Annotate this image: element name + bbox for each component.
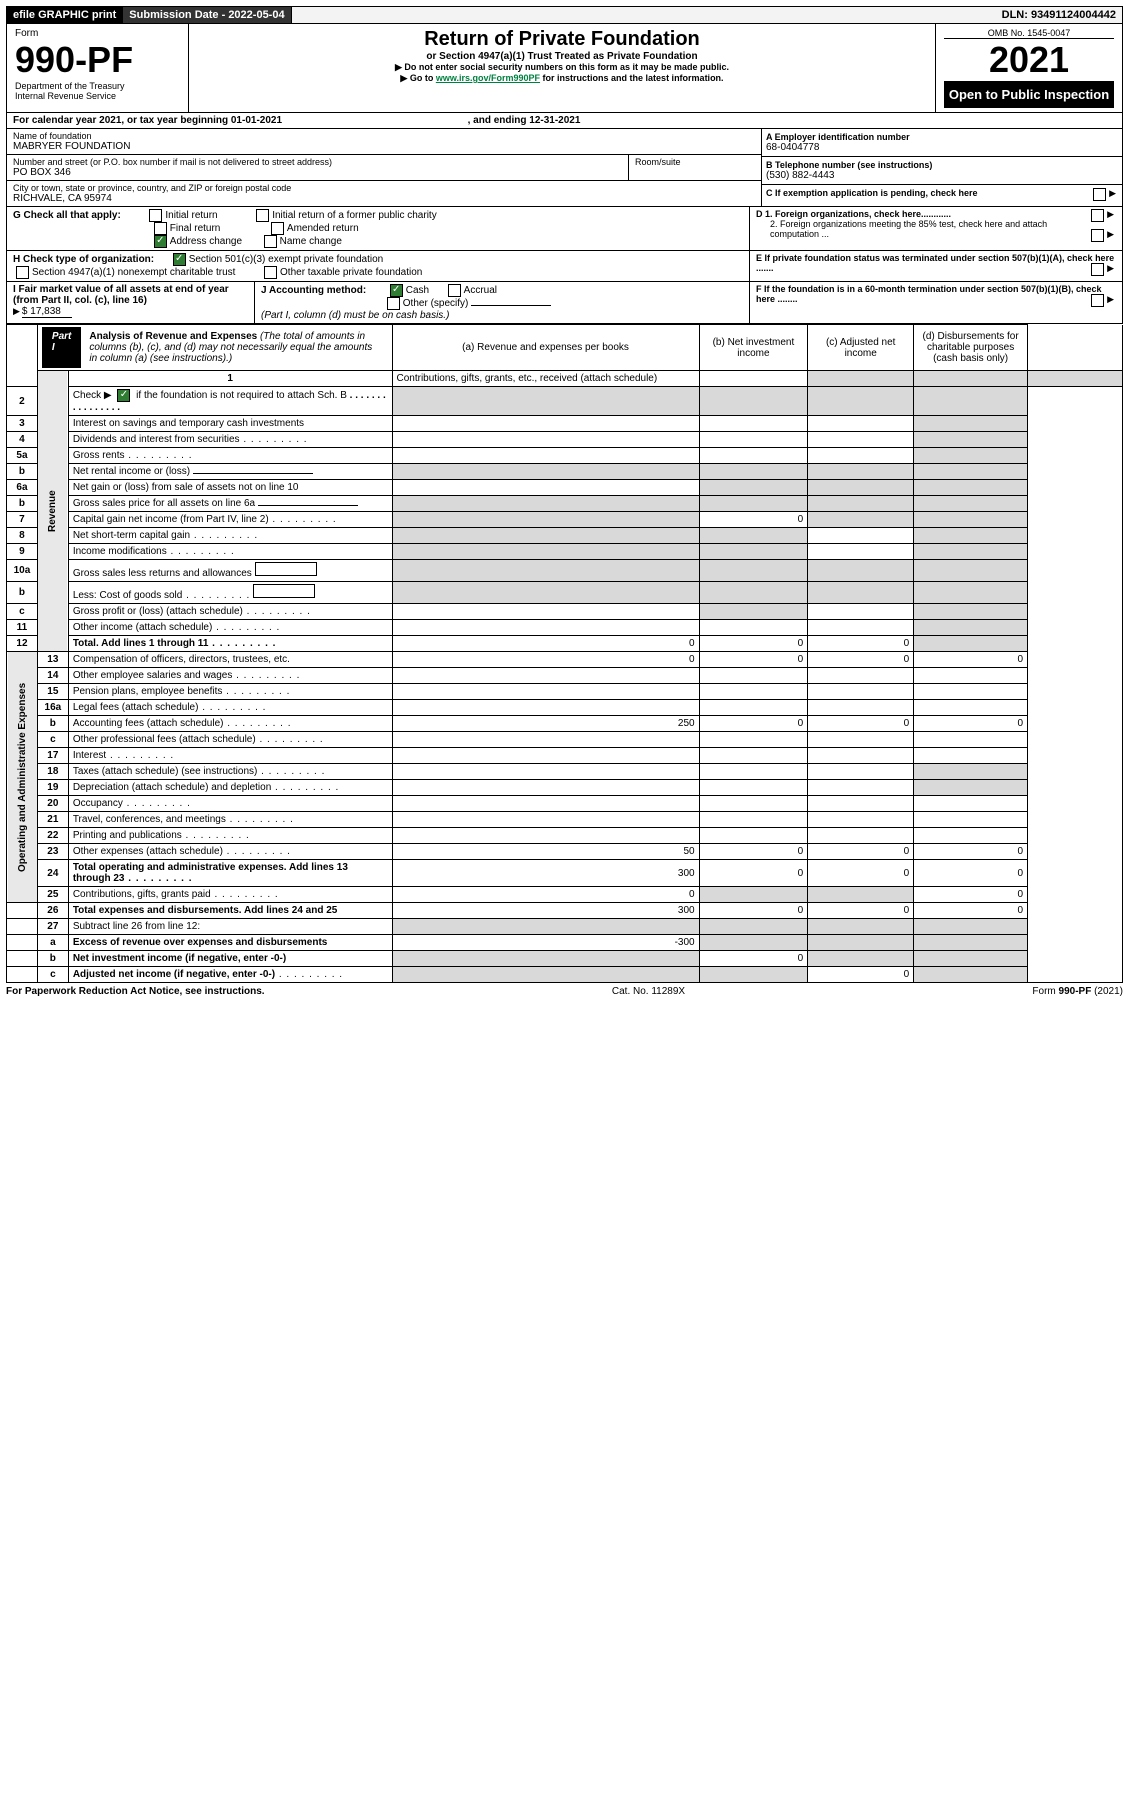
- e-label: E If private foundation status was termi…: [756, 253, 1114, 273]
- g-d-block: G Check all that apply: Initial return I…: [6, 207, 1123, 251]
- room-label: Room/suite: [635, 157, 755, 167]
- form-label: Form: [15, 28, 180, 39]
- h-e-block: H Check type of organization: Section 50…: [6, 251, 1123, 282]
- form-number: 990-PF: [15, 39, 180, 81]
- col-d-header: (d) Disbursements for charitable purpose…: [914, 325, 1028, 371]
- efile-label: efile GRAPHIC print: [7, 7, 123, 23]
- paperwork-notice: For Paperwork Reduction Act Notice, see …: [6, 986, 265, 997]
- expenses-side-label: Operating and Administrative Expenses: [7, 652, 38, 903]
- ein-label: A Employer identification number: [766, 132, 1118, 142]
- checkbox-cash[interactable]: [390, 284, 403, 297]
- note-goto: ▶ Go to www.irs.gov/Form990PF for instru…: [197, 73, 927, 84]
- checkbox-name-change[interactable]: [264, 235, 277, 248]
- header-right: OMB No. 1545-0047 2021 Open to Public In…: [936, 24, 1122, 112]
- j-label: J Accounting method:: [261, 285, 366, 296]
- top-bar: efile GRAPHIC print Submission Date - 20…: [6, 6, 1123, 24]
- irs-label: Internal Revenue Service: [15, 91, 180, 101]
- submission-date: Submission Date - 2022-05-04: [123, 7, 291, 23]
- header-center: Return of Private Foundation or Section …: [189, 24, 936, 112]
- part1-table: Part I Analysis of Revenue and Expenses …: [6, 324, 1123, 983]
- checkbox-f[interactable]: [1091, 294, 1104, 307]
- dln: DLN: 93491124004442: [996, 7, 1122, 23]
- checkbox-initial[interactable]: [149, 209, 162, 222]
- cat-number: Cat. No. 11289X: [612, 986, 685, 997]
- checkbox-accrual[interactable]: [448, 284, 461, 297]
- checkbox-other-method[interactable]: [387, 297, 400, 310]
- col-c-header: (c) Adjusted net income: [808, 325, 914, 371]
- note-ssn: ▶ Do not enter social security numbers o…: [197, 62, 927, 73]
- name-label: Name of foundation: [13, 131, 755, 141]
- col-b-header: (b) Net investment income: [699, 325, 808, 371]
- street-address: PO BOX 346: [13, 167, 622, 178]
- omb-number: OMB No. 1545-0047: [944, 28, 1114, 39]
- form-title: Return of Private Foundation: [197, 28, 927, 51]
- checkbox-other-taxable[interactable]: [264, 266, 277, 279]
- h-label: H Check type of organization:: [13, 254, 154, 265]
- checkbox-initial-former[interactable]: [256, 209, 269, 222]
- footer: For Paperwork Reduction Act Notice, see …: [6, 983, 1123, 997]
- ein-value: 68-0404778: [766, 142, 1118, 153]
- city-state-zip: RICHVALE, CA 95974: [13, 193, 755, 204]
- j-note: (Part I, column (d) must be on cash basi…: [261, 310, 449, 321]
- checkbox-d1[interactable]: [1091, 209, 1104, 222]
- checkbox-sch-b[interactable]: [117, 389, 130, 402]
- checkbox-4947[interactable]: [16, 266, 29, 279]
- i-j-f-block: I Fair market value of all assets at end…: [6, 282, 1123, 324]
- checkbox-501c3[interactable]: [173, 253, 186, 266]
- part1-title: Analysis of Revenue and Expenses: [89, 331, 257, 342]
- checkbox-c[interactable]: [1093, 188, 1106, 201]
- tax-year: 2021: [944, 39, 1114, 81]
- part1-label: Part I: [42, 327, 81, 368]
- d1-label: D 1. Foreign organizations, check here..…: [756, 209, 951, 219]
- i-label: I Fair market value of all assets at end…: [13, 284, 229, 306]
- form-header: Form 990-PF Department of the Treasury I…: [6, 24, 1123, 113]
- form-subtitle: or Section 4947(a)(1) Trust Treated as P…: [197, 51, 927, 62]
- checkbox-e[interactable]: [1091, 263, 1104, 276]
- exemption-label: C If exemption application is pending, c…: [766, 188, 978, 198]
- checkbox-amended[interactable]: [271, 222, 284, 235]
- d2-label: 2. Foreign organizations meeting the 85%…: [770, 219, 1047, 239]
- calendar-year-row: For calendar year 2021, or tax year begi…: [6, 113, 1123, 129]
- checkbox-d2[interactable]: [1091, 229, 1104, 242]
- revenue-side-label: Revenue: [37, 371, 68, 652]
- dept-treasury: Department of the Treasury: [15, 81, 180, 91]
- col-a-header: (a) Revenue and expenses per books: [392, 325, 699, 371]
- g-label: G Check all that apply:: [13, 210, 121, 221]
- phone-value: (530) 882-4443: [766, 170, 1118, 181]
- foundation-name: MABRYER FOUNDATION: [13, 141, 755, 152]
- checkbox-address-change[interactable]: [154, 235, 167, 248]
- city-label: City or town, state or province, country…: [13, 183, 755, 193]
- addr-label: Number and street (or P.O. box number if…: [13, 157, 622, 167]
- f-label: F If the foundation is in a 60-month ter…: [756, 284, 1102, 304]
- entity-block: Name of foundation MABRYER FOUNDATION Nu…: [6, 129, 1123, 207]
- irs-link[interactable]: www.irs.gov/Form990PF: [436, 73, 540, 83]
- checkbox-final[interactable]: [154, 222, 167, 235]
- phone-label: B Telephone number (see instructions): [766, 160, 1118, 170]
- fmv-value: $ 17,838: [22, 306, 72, 318]
- form-footer: Form 990-PF (2021): [1032, 986, 1123, 997]
- header-left: Form 990-PF Department of the Treasury I…: [7, 24, 189, 112]
- open-public: Open to Public Inspection: [944, 81, 1114, 108]
